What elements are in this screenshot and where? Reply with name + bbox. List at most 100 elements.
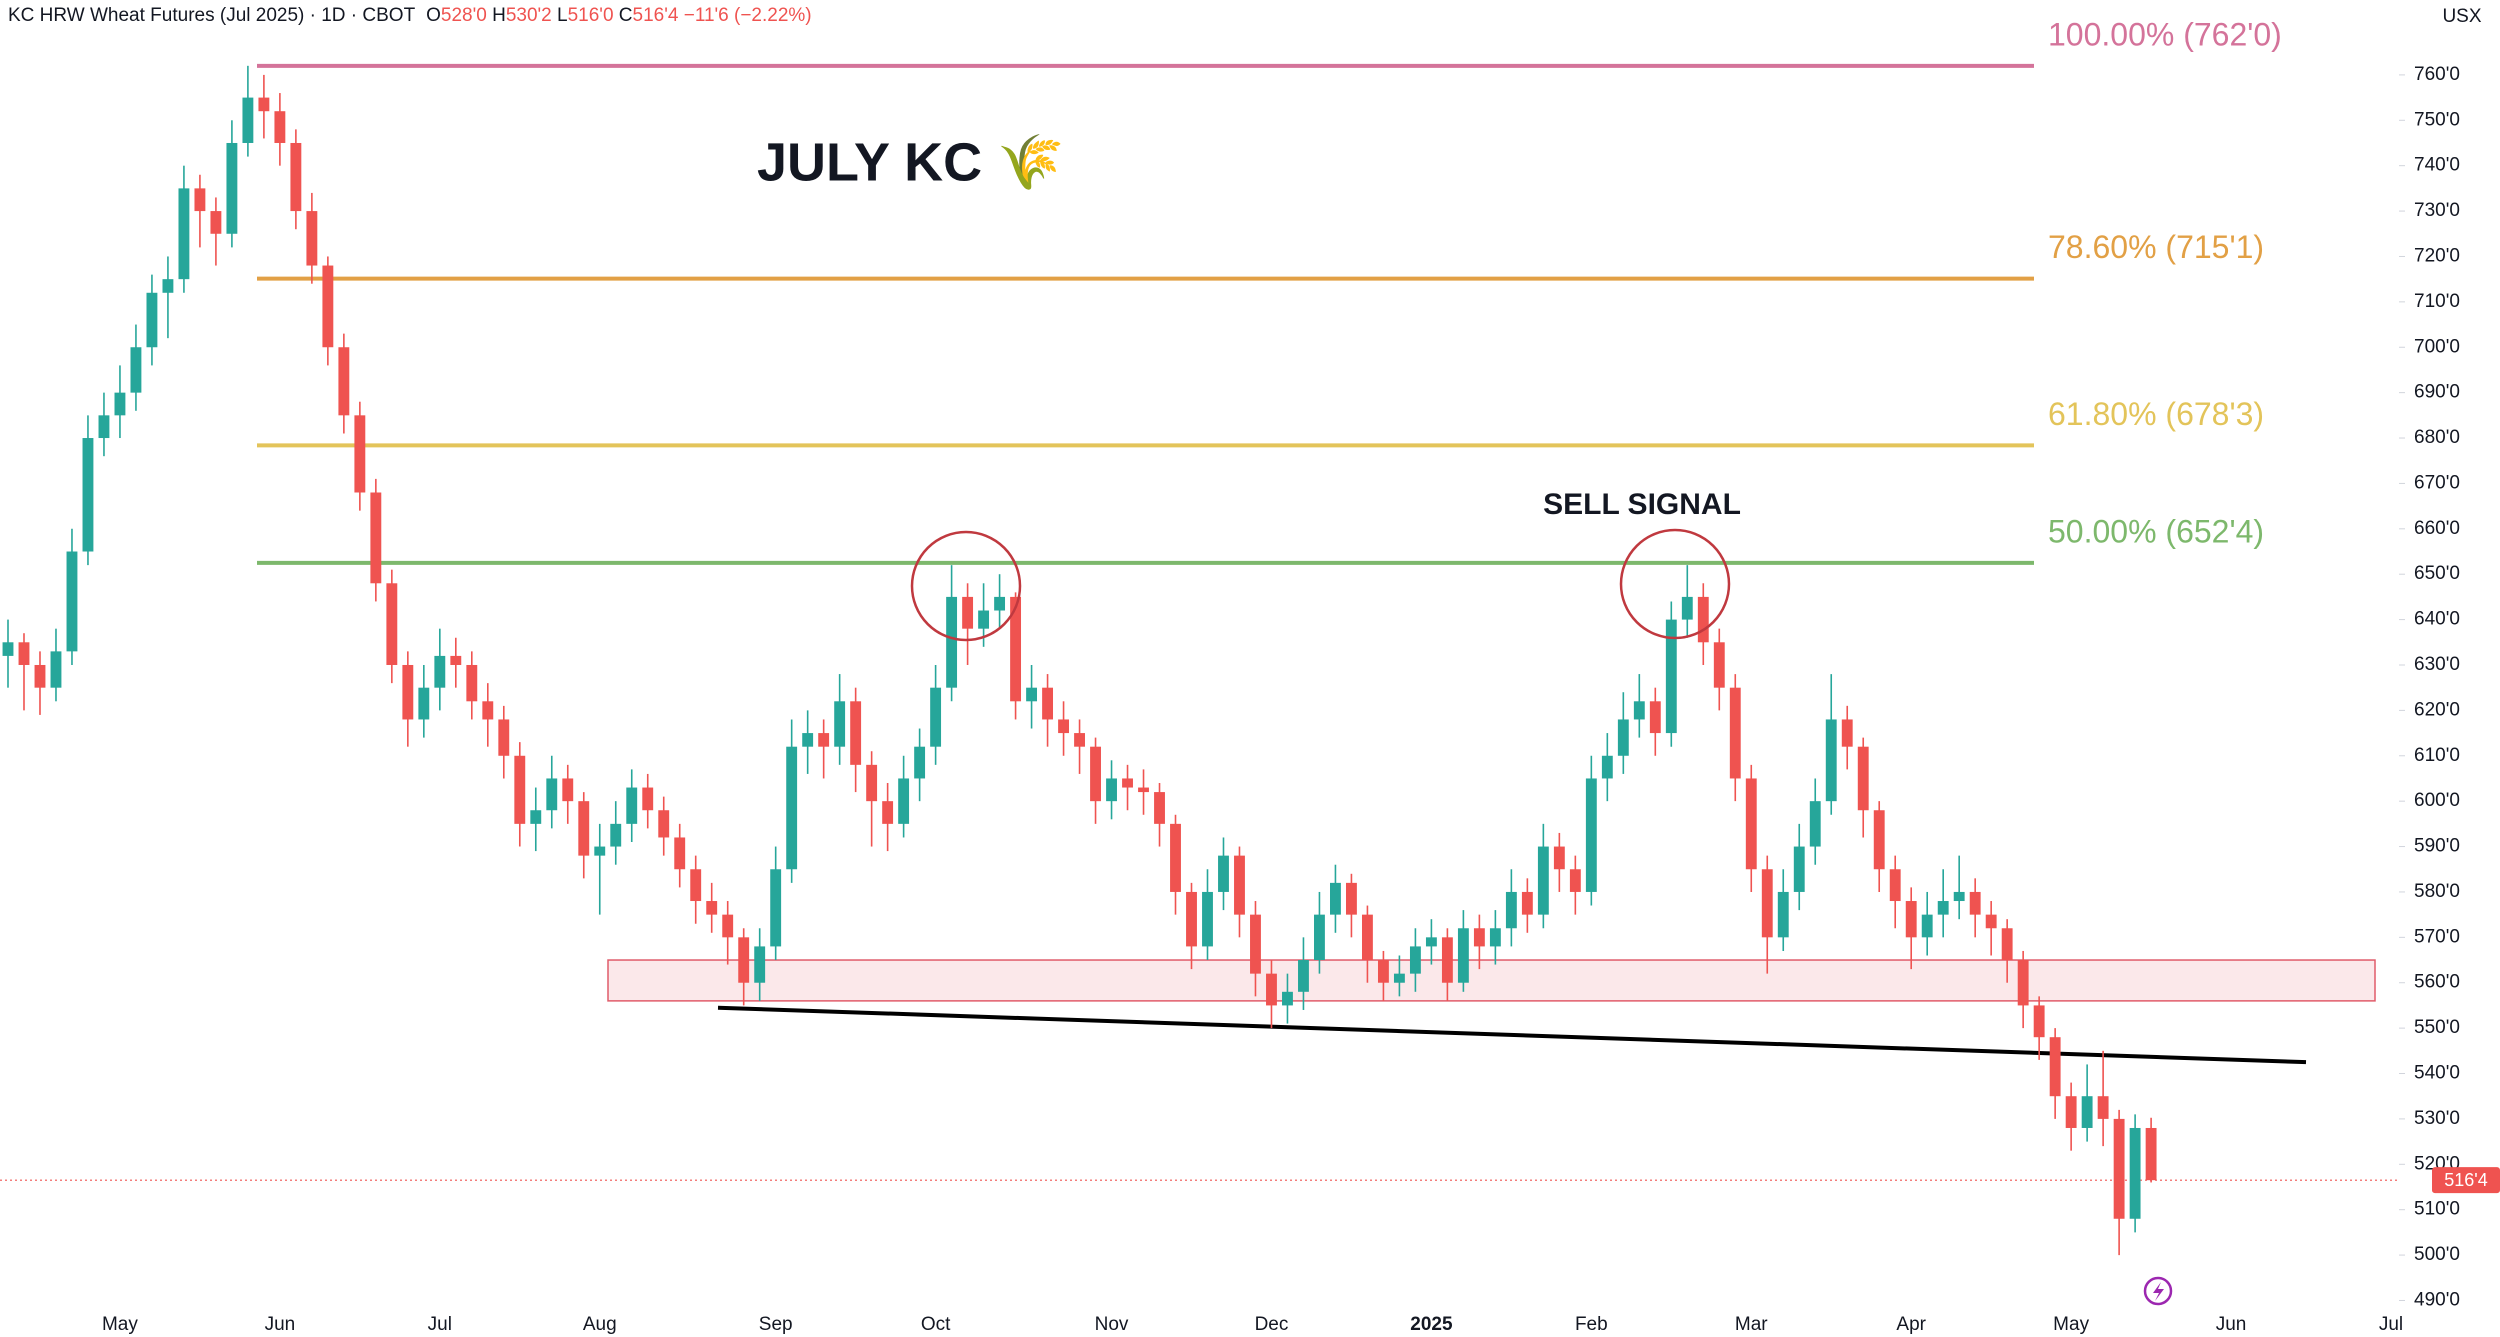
candle-body bbox=[146, 292, 158, 348]
candle-body bbox=[1985, 914, 1997, 929]
candle-body bbox=[2065, 1096, 2077, 1128]
candle-body bbox=[306, 211, 318, 266]
candle-body bbox=[914, 746, 926, 779]
candle-body bbox=[402, 664, 414, 720]
y-tick-label: 490'0 bbox=[2414, 1289, 2460, 1310]
y-tick-label: 630'0 bbox=[2414, 654, 2460, 675]
quote-key: O bbox=[426, 5, 441, 26]
candle-body bbox=[18, 642, 30, 665]
candle-body bbox=[290, 142, 302, 212]
candle-body bbox=[1649, 701, 1661, 734]
candle-body bbox=[1505, 891, 1517, 929]
candle-body bbox=[354, 415, 366, 493]
candle-body bbox=[610, 823, 622, 847]
plot bbox=[0, 63, 2399, 1256]
y-tick-label: 640'0 bbox=[2414, 609, 2460, 630]
candle-body bbox=[1601, 755, 1613, 779]
y-tick-label: 710'0 bbox=[2414, 291, 2460, 312]
trendline bbox=[717, 1005, 2307, 1065]
symbol: KC HRW Wheat Futures (Jul 2025) · 1D · C… bbox=[8, 5, 416, 26]
y-tick-label: 530'0 bbox=[2414, 1108, 2460, 1129]
y-tick-label: 720'0 bbox=[2414, 245, 2460, 266]
candle-body bbox=[1377, 960, 1389, 983]
candle-body bbox=[482, 701, 494, 720]
x-tick-label: May bbox=[102, 1314, 138, 1335]
candle-body bbox=[2081, 1096, 2093, 1128]
candle-body bbox=[1553, 846, 1565, 870]
y-tick-label: 730'0 bbox=[2414, 200, 2460, 221]
candle-body bbox=[162, 279, 174, 293]
candle-body bbox=[578, 801, 590, 856]
candle-body bbox=[1010, 596, 1022, 702]
candle-body bbox=[1122, 778, 1133, 788]
candle-body bbox=[66, 551, 78, 652]
candle-body bbox=[1569, 869, 1581, 892]
candle-body bbox=[1761, 869, 1773, 938]
x-tick-label: Aug bbox=[583, 1314, 617, 1335]
y-tick-label: 610'0 bbox=[2414, 745, 2460, 766]
candle-body bbox=[466, 664, 478, 702]
candle-body bbox=[450, 655, 462, 665]
highlight-circle bbox=[1619, 528, 1731, 640]
x-tick-label: Jun bbox=[265, 1314, 296, 1335]
candle-body bbox=[1521, 891, 1533, 915]
y-tick-label: 760'0 bbox=[2414, 64, 2460, 85]
candle-body bbox=[210, 211, 222, 234]
candle-body bbox=[1393, 973, 1405, 983]
candle-body bbox=[274, 111, 286, 143]
candle-body bbox=[1218, 855, 1229, 892]
candle-body bbox=[562, 778, 574, 802]
y-tick-label: 600'0 bbox=[2414, 790, 2460, 811]
candle-body bbox=[1921, 914, 1933, 938]
candle-body bbox=[706, 901, 718, 915]
candle-body bbox=[434, 655, 446, 688]
candle-body bbox=[1697, 596, 1709, 643]
candle-body bbox=[2033, 1005, 2045, 1038]
candle-body bbox=[1889, 869, 1901, 902]
candle-body bbox=[530, 810, 542, 824]
candle-body bbox=[994, 596, 1006, 611]
candle-body bbox=[1873, 810, 1885, 870]
candle-body bbox=[498, 719, 510, 756]
candle-body bbox=[514, 755, 526, 824]
quote-key: C bbox=[619, 5, 633, 26]
candle-body bbox=[2129, 1127, 2141, 1219]
candle-body bbox=[770, 869, 782, 947]
candle-body bbox=[930, 687, 942, 747]
last-price-label: 516'4 bbox=[2444, 1170, 2487, 1190]
candle-body bbox=[1409, 946, 1421, 974]
candle-body bbox=[370, 492, 382, 584]
x-tick-label: Jun bbox=[2216, 1314, 2247, 1335]
fib-label: 100.00% (762'0) bbox=[2048, 16, 2282, 52]
candle-body bbox=[34, 664, 46, 688]
candle-body bbox=[1282, 991, 1293, 1006]
candle-body bbox=[1042, 687, 1054, 720]
y-tick-label: 580'0 bbox=[2414, 881, 2460, 902]
candle-body bbox=[50, 651, 62, 688]
candle-body bbox=[1585, 778, 1597, 892]
y-tick-label: 680'0 bbox=[2414, 427, 2460, 448]
x-tick-label: Feb bbox=[1575, 1314, 1608, 1335]
candle-body bbox=[114, 392, 126, 416]
chart-header: KC HRW Wheat Futures (Jul 2025) · 1D · C… bbox=[8, 5, 812, 26]
x-tick-label: Jul bbox=[2379, 1314, 2403, 1335]
candle-body bbox=[1457, 928, 1469, 983]
candle-body bbox=[1809, 801, 1821, 847]
candle-body bbox=[1633, 701, 1645, 720]
candle-body bbox=[1473, 928, 1485, 947]
candle-body bbox=[2097, 1096, 2109, 1119]
y-tick-label: 500'0 bbox=[2414, 1244, 2460, 1265]
y-tick-label: 590'0 bbox=[2414, 836, 2460, 857]
candle-body bbox=[98, 415, 110, 439]
support-zone bbox=[607, 959, 2376, 1002]
y-tick-label: 750'0 bbox=[2414, 109, 2460, 130]
candle-body bbox=[2, 642, 14, 656]
candle-body bbox=[946, 596, 958, 688]
candle-body bbox=[1713, 642, 1725, 688]
y-tick-label: 660'0 bbox=[2414, 518, 2460, 539]
y-tick-label: 510'0 bbox=[2414, 1199, 2460, 1220]
quote-key: L bbox=[557, 5, 568, 26]
candle-body bbox=[1074, 733, 1085, 747]
